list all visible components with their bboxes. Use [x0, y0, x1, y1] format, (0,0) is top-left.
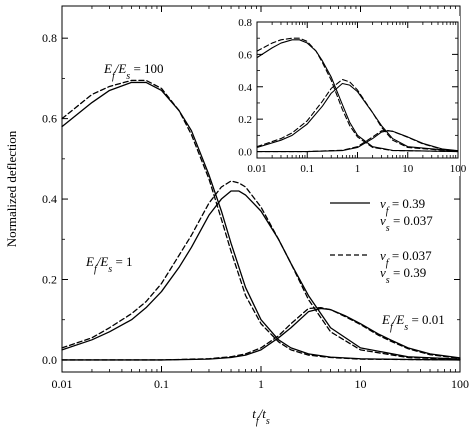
inset-x-tick-label: 100 [450, 163, 467, 175]
main-x-tick-label: 0.01 [52, 377, 73, 391]
inset-plot: 0.01 0.1 1 10 100 0.0 0.2 0.4 0.6 0.8 [229, 16, 467, 176]
inset-y-tick-label: 0.2 [238, 114, 252, 126]
main-y-tick-label: 0.4 [42, 192, 57, 206]
inset-x-tick-label: 10 [402, 163, 414, 175]
legend-label-dashed-line2: vs = 0.39 [380, 265, 426, 286]
main-series-solid-0 [61, 81, 461, 361]
x-axis-title: tf/ts [252, 406, 270, 427]
curve-annotations: Ef/Es = 100 Ef/Es = 1 Ef/Es = 0.01 [85, 61, 445, 333]
main-x-tick-label: 1 [258, 377, 264, 391]
inset-y-tick-label: 0.6 [238, 49, 252, 61]
inset-series-dashed-3 [256, 78, 459, 152]
main-x-tick-label: 100 [451, 377, 469, 391]
main-series-solid-4 [61, 307, 461, 361]
axis-titles: Normalized deflection tf/ts [4, 130, 270, 426]
inset-y-tick-label: 0.4 [238, 82, 252, 94]
inset-y-tick-label: 0.8 [238, 17, 252, 29]
inset-x-tick-label: 0.01 [247, 163, 266, 175]
main-series-dashed-1 [61, 79, 461, 361]
legend-label-dashed-line1: vf = 0.037 [380, 248, 432, 269]
main-y-tick-label: 0.0 [42, 353, 57, 367]
main-series-dashed-5 [61, 307, 461, 361]
main-x-tick-label: 10 [355, 377, 367, 391]
legend-label-solid-line2: vs = 0.037 [380, 213, 433, 234]
annotation-ratio-1: Ef/Es = 1 [85, 254, 133, 275]
legend-label-solid-line1: vf = 0.39 [380, 196, 425, 217]
main-series-solid-2 [61, 190, 461, 360]
main-y-tick-label: 0.2 [42, 272, 57, 286]
annotation-ratio-100: Ef/Es = 100 [103, 61, 164, 82]
inset-y-tick-label: 0.0 [238, 147, 252, 159]
inset-x-tick-label: 0.1 [300, 163, 314, 175]
main-x-tick-label: 0.1 [154, 377, 169, 391]
main-series-dashed-3 [61, 180, 461, 361]
inset-series-dashed-5 [256, 129, 459, 153]
annotation-ratio-001: Ef/Es = 0.01 [381, 312, 445, 333]
inset-series-solid-0 [256, 39, 459, 153]
main-y-tick-label: 0.6 [42, 112, 57, 126]
main-y-tick-label: 0.8 [42, 31, 57, 45]
inset-series-dashed-1 [256, 37, 459, 153]
inset-series-solid-2 [256, 82, 459, 152]
inset-x-tick-label: 1 [355, 163, 361, 175]
y-axis-title: Normalized deflection [4, 130, 19, 247]
